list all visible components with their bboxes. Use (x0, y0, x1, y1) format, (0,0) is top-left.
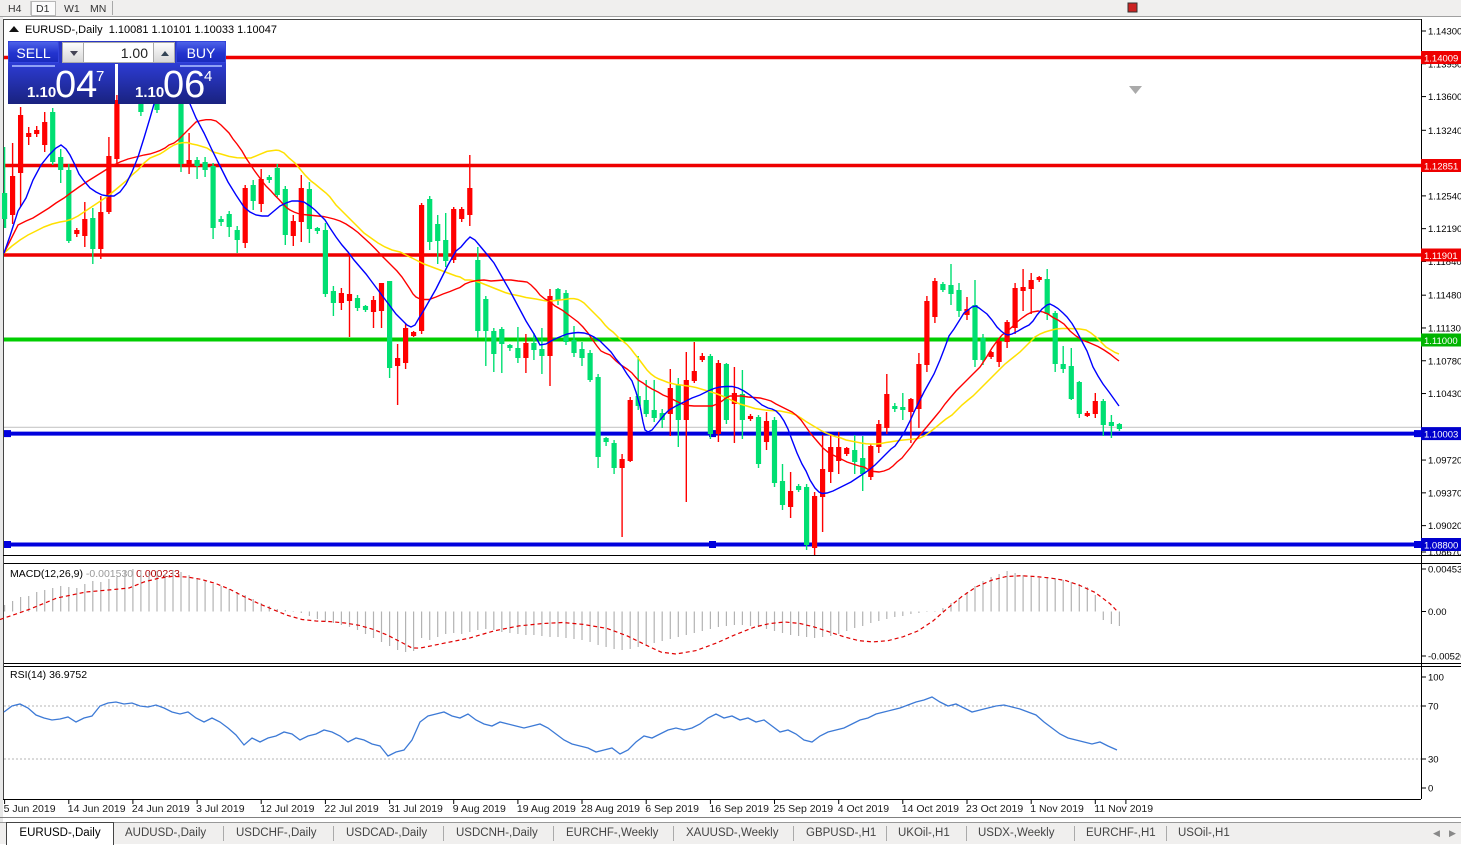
svg-text:30: 30 (1428, 755, 1439, 766)
svg-text:0: 0 (1428, 784, 1433, 795)
svg-text:1.09720: 1.09720 (1428, 456, 1461, 467)
svg-text:31 Jul 2019: 31 Jul 2019 (389, 803, 443, 815)
svg-text:1.08800: 1.08800 (1424, 540, 1458, 551)
svg-text:1.13950: 1.13950 (1428, 59, 1461, 70)
svg-text:9 Aug 2019: 9 Aug 2019 (453, 803, 506, 815)
svg-text:14 Jun 2019: 14 Jun 2019 (68, 803, 126, 815)
svg-text:16 Sep 2019: 16 Sep 2019 (709, 803, 769, 815)
svg-text:1.11840: 1.11840 (1428, 257, 1461, 268)
svg-text:MN: MN (90, 3, 106, 15)
svg-text:1.13600: 1.13600 (1428, 92, 1461, 103)
svg-text:1.12540: 1.12540 (1428, 191, 1461, 202)
svg-text:-0.00520: -0.00520 (1428, 652, 1461, 663)
svg-text:EURUSD-,Daily 1.10081 1.10101: EURUSD-,Daily 1.10081 1.10101 1.10033 1.… (25, 24, 277, 36)
svg-text:1.14300: 1.14300 (1428, 27, 1461, 38)
svg-text:28 Aug 2019: 28 Aug 2019 (581, 803, 640, 815)
svg-text:1.10003: 1.10003 (1424, 429, 1458, 440)
svg-text:W1: W1 (64, 3, 80, 15)
svg-text:1.11130: 1.11130 (1428, 323, 1461, 334)
svg-text:MACD(12,26,9) -0.001530 0.0002: MACD(12,26,9) -0.001530 0.000233 (10, 568, 180, 580)
svg-text:25 Sep 2019: 25 Sep 2019 (774, 803, 834, 815)
svg-text:H4: H4 (8, 3, 22, 15)
svg-text:24 Jun 2019: 24 Jun 2019 (132, 803, 190, 815)
svg-text:11 Nov 2019: 11 Nov 2019 (1094, 803, 1153, 815)
svg-text:1.11901: 1.11901 (1424, 251, 1458, 262)
svg-text:6 Sep 2019: 6 Sep 2019 (645, 803, 699, 815)
svg-text:1.12190: 1.12190 (1428, 224, 1461, 235)
svg-text:1.10430: 1.10430 (1428, 389, 1461, 400)
svg-text:3 Jul 2019: 3 Jul 2019 (196, 803, 245, 815)
svg-text:23 Oct 2019: 23 Oct 2019 (966, 803, 1023, 815)
svg-text:100: 100 (1428, 673, 1444, 684)
svg-text:1.08670: 1.08670 (1428, 548, 1461, 559)
svg-text:4 Oct 2019: 4 Oct 2019 (838, 803, 890, 815)
svg-text:14 Oct 2019: 14 Oct 2019 (902, 803, 959, 815)
svg-text:1.11480: 1.11480 (1428, 291, 1461, 302)
svg-text:0.00: 0.00 (1428, 607, 1447, 618)
svg-text:5 Jun 2019: 5 Jun 2019 (4, 803, 56, 815)
svg-text:RSI(14) 36.9752: RSI(14) 36.9752 (10, 669, 87, 681)
svg-text:1.12851: 1.12851 (1424, 161, 1458, 172)
svg-text:1.13240: 1.13240 (1428, 126, 1461, 137)
svg-text:0.004536: 0.004536 (1428, 565, 1461, 576)
svg-text:1.11000: 1.11000 (1424, 336, 1458, 347)
svg-text:19 Aug 2019: 19 Aug 2019 (517, 803, 576, 815)
svg-text:1 Nov 2019: 1 Nov 2019 (1030, 803, 1084, 815)
svg-text:70: 70 (1428, 702, 1439, 713)
svg-text:1.10780: 1.10780 (1428, 356, 1461, 367)
svg-text:1.09370: 1.09370 (1428, 488, 1461, 499)
svg-text:D1: D1 (36, 3, 50, 15)
svg-text:1.14009: 1.14009 (1424, 53, 1458, 64)
svg-text:1.09020: 1.09020 (1428, 521, 1461, 532)
svg-text:22 Jul 2019: 22 Jul 2019 (324, 803, 378, 815)
svg-text:12 Jul 2019: 12 Jul 2019 (260, 803, 314, 815)
